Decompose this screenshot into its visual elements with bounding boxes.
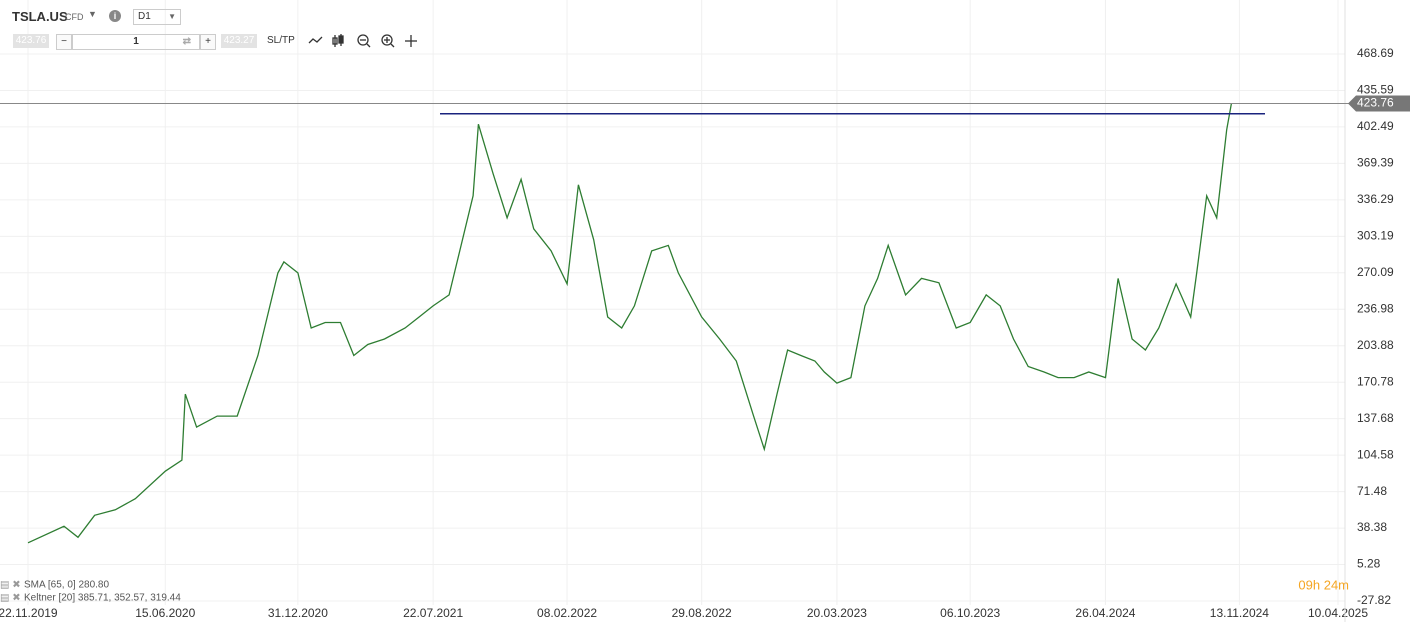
- indicator-icon: ▤ ✖: [0, 580, 21, 591]
- y-tick-label: 5.28: [1357, 557, 1381, 571]
- tool-icons: [308, 34, 417, 48]
- move-icon[interactable]: [405, 35, 417, 47]
- x-tick-label: 10.04.2025: [1308, 606, 1368, 620]
- y-tick-label: 236.98: [1357, 301, 1394, 315]
- minus-button[interactable]: −: [56, 34, 72, 50]
- y-tick-label: 435.59: [1357, 83, 1394, 97]
- y-tick-label: 336.29: [1357, 192, 1394, 206]
- sell-button[interactable]: 423.76: [13, 34, 49, 48]
- y-tick-label: 468.69: [1357, 46, 1394, 60]
- indicator-label: SMA [65, 0] 280.80: [24, 580, 109, 591]
- price-line: [27, 103, 1233, 544]
- y-tick-label: 104.58: [1357, 447, 1394, 461]
- volume: 1: [133, 36, 139, 47]
- sl-tp-button[interactable]: SL/TP: [267, 35, 295, 46]
- y-tick-label: 203.88: [1357, 338, 1394, 352]
- y-tick-label: 303.19: [1357, 229, 1394, 243]
- line-chart-icon[interactable]: [308, 36, 323, 44]
- x-tick-label: 15.06.2020: [135, 606, 195, 620]
- y-tick-label: 369.39: [1357, 156, 1394, 170]
- x-tick-label: 22.07.2021: [403, 606, 463, 620]
- instrument-type: CFD: [65, 12, 84, 22]
- countdown: 09h 24m: [1298, 577, 1349, 592]
- zoom-out-icon[interactable]: [357, 34, 371, 48]
- y-tick-label: 71.48: [1357, 484, 1387, 498]
- info-icon[interactable]: i: [109, 10, 121, 22]
- x-tick-label: 31.12.2020: [268, 606, 328, 620]
- indicator-icon: ▤ ✖: [0, 593, 21, 604]
- x-tick-label: 26.04.2024: [1075, 606, 1135, 620]
- x-tick-label: 06.10.2023: [940, 606, 1000, 620]
- x-tick-label: 29.08.2022: [672, 606, 732, 620]
- y-tick-label: -27.82: [1357, 593, 1391, 607]
- y-tick-label: 137.68: [1357, 411, 1394, 425]
- y-tick-label: 402.49: [1357, 119, 1394, 133]
- last-price-label: 423.76: [1357, 96, 1394, 110]
- indicator-label: Keltner [20] 385.71, 352.57, 319.44: [24, 593, 181, 604]
- x-tick-label: 13.11.2024: [1210, 606, 1269, 620]
- y-tick-label: 270.09: [1357, 265, 1394, 279]
- x-tick-label: 20.03.2023: [807, 606, 867, 620]
- toolbar: TSLA.US CFD ▼ i D1 ▼ 423.76 − 1 ⇄ + 423.27…: [0, 0, 600, 56]
- x-tick-label: 22.11.2019: [0, 606, 58, 620]
- plus-button[interactable]: +: [200, 34, 216, 50]
- buy-button[interactable]: 423.27: [221, 34, 257, 48]
- zoom-in-icon[interactable]: [381, 34, 395, 48]
- last-price-tag: [1348, 95, 1410, 112]
- timeframe-select[interactable]: D1 ▼: [133, 9, 181, 25]
- y-tick-label: 170.78: [1357, 374, 1394, 388]
- x-tick-label: 08.02.2022: [537, 606, 597, 620]
- volume-input[interactable]: 1 ⇄: [72, 34, 200, 50]
- candle-icon[interactable]: [332, 34, 344, 47]
- y-tick-label: 38.38: [1357, 520, 1387, 534]
- timeframe: D1: [138, 11, 151, 22]
- symbol[interactable]: TSLA.US: [12, 9, 68, 24]
- dropdown-arrow[interactable]: ▼: [88, 9, 97, 19]
